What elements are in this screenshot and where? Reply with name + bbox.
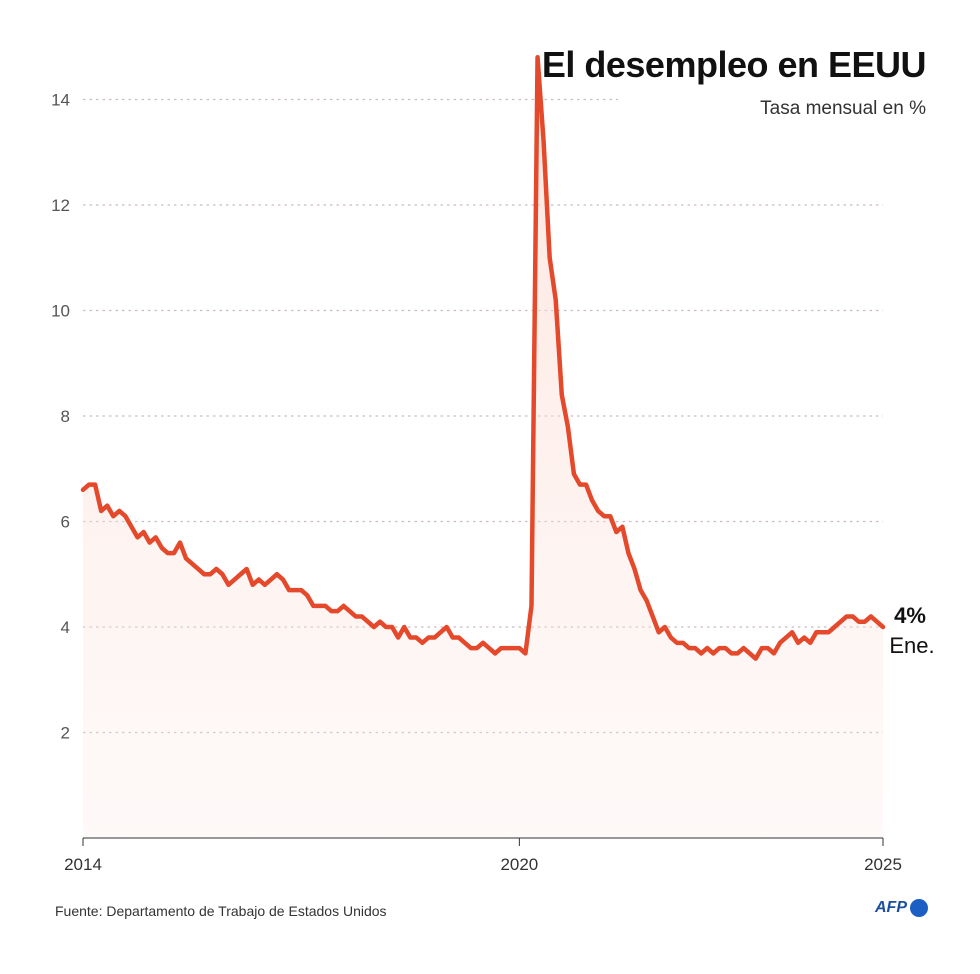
y-tick-label-4: 4 — [61, 618, 70, 637]
chart-subtitle: Tasa mensual en % — [760, 98, 926, 119]
unemployment-series-line — [80, 55, 886, 661]
y-tick-label-10: 10 — [51, 302, 70, 321]
chart-title: El desempleo en EEUU — [541, 44, 927, 85]
x-tick-label-2020: 2020 — [500, 855, 538, 874]
x-tick-label-2014: 2014 — [64, 855, 102, 874]
afp-logo-dot-icon — [910, 899, 928, 917]
x-tick-label-2025: 2025 — [864, 855, 902, 874]
afp-logo: AFP — [875, 899, 928, 917]
y-tick-label-14: 14 — [51, 91, 70, 110]
area-fill — [83, 57, 883, 839]
x-axis: 2014 2020 2025 — [64, 837, 902, 874]
grid-lines — [83, 98, 883, 734]
afp-logo-text: AFP — [875, 899, 907, 916]
y-tick-label-6: 6 — [61, 513, 70, 532]
annotations: 4% Ene. — [889, 603, 934, 658]
area-fill-path — [83, 57, 883, 839]
annotation-month-label: Ene. — [889, 633, 934, 658]
data-line-layer — [80, 55, 886, 661]
y-tick-label-2: 2 — [61, 724, 70, 743]
y-axis-tick-labels: 2 4 6 8 10 12 14 — [51, 91, 70, 743]
source-note: Fuente: Departamento de Trabajo de Estad… — [55, 903, 387, 919]
y-tick-label-12: 12 — [51, 196, 70, 215]
y-tick-label-8: 8 — [61, 407, 70, 426]
annotation-value-label: 4% — [894, 603, 926, 628]
